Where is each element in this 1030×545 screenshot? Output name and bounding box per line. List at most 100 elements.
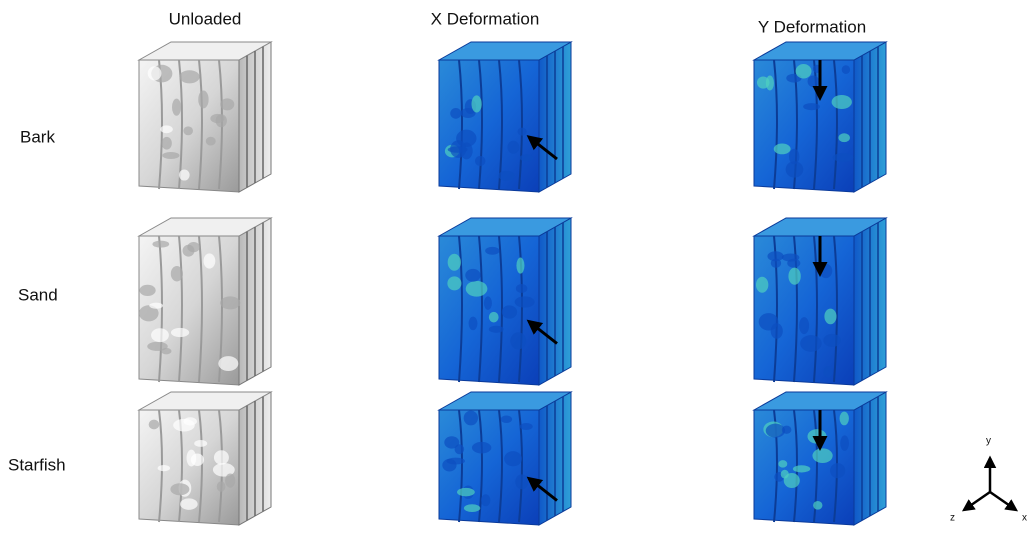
- block-face: [439, 60, 539, 192]
- surface-blob: [504, 451, 522, 466]
- surface-blob: [812, 448, 832, 463]
- surface-blob: [464, 504, 480, 512]
- surface-blob: [469, 317, 478, 331]
- surface-blob: [510, 332, 526, 349]
- surface-blob: [158, 465, 170, 471]
- surface-blob: [149, 303, 163, 309]
- surface-blob: [788, 268, 800, 285]
- surface-blob: [171, 266, 183, 281]
- surface-blob: [774, 144, 791, 155]
- surface-blob: [204, 253, 216, 268]
- surface-blob: [442, 459, 456, 472]
- surface-blob: [756, 277, 768, 293]
- surface-blob: [781, 470, 789, 479]
- surface-blob: [799, 317, 809, 334]
- surface-blob: [518, 128, 527, 136]
- surface-blob: [778, 460, 787, 467]
- surface-blob: [813, 501, 822, 510]
- surface-blob: [447, 276, 461, 290]
- surface-blob: [793, 465, 810, 472]
- surface-blob: [152, 241, 169, 248]
- surface-blob: [472, 95, 482, 112]
- surface-blob: [220, 296, 240, 309]
- surface-blob: [840, 435, 849, 450]
- surface-blob: [450, 140, 466, 158]
- surface-blob: [501, 416, 512, 423]
- surface-blob: [481, 494, 490, 506]
- surface-blob: [225, 474, 235, 488]
- surface-blob: [457, 488, 475, 496]
- surface-blob: [485, 247, 499, 255]
- surface-blob: [803, 103, 820, 110]
- surface-blob: [489, 326, 504, 333]
- surface-blob: [151, 328, 169, 342]
- specimen: [754, 392, 886, 525]
- surface-blob: [466, 281, 488, 297]
- surface-blob: [183, 245, 195, 257]
- axis-label: x: [1022, 513, 1027, 524]
- surface-blob: [139, 285, 155, 296]
- surface-blob: [170, 483, 189, 495]
- specimen: [754, 218, 886, 385]
- specimen: [439, 392, 571, 525]
- surface-blob: [830, 463, 845, 478]
- specimen: [139, 392, 271, 525]
- surface-blob: [516, 284, 527, 293]
- surface-blob: [161, 348, 171, 354]
- surface-blob: [214, 450, 229, 464]
- axis-label: y: [986, 436, 991, 447]
- surface-blob: [187, 450, 197, 467]
- surface-blob: [824, 309, 836, 325]
- surface-blob: [149, 420, 160, 430]
- surface-blob: [464, 411, 478, 426]
- surface-blob: [823, 334, 841, 347]
- page: Unloaded X Deformation Y Deformation Bar…: [0, 0, 1030, 545]
- axis-triad: y z x: [950, 436, 1027, 524]
- surface-blob: [220, 98, 234, 110]
- surface-blob: [800, 335, 822, 352]
- row-label: Bark: [20, 127, 55, 146]
- surface-blob: [767, 251, 783, 261]
- specimen: [754, 42, 886, 192]
- surface-blob: [160, 125, 173, 133]
- surface-blob: [171, 328, 189, 337]
- surface-blob: [782, 426, 792, 434]
- surface-blob: [194, 440, 207, 447]
- surface-blob: [759, 313, 779, 330]
- surface-blob: [448, 254, 461, 271]
- specimen-images: [139, 42, 886, 525]
- surface-blob: [217, 481, 226, 491]
- surface-blob: [796, 64, 812, 78]
- surface-blob: [183, 417, 196, 425]
- surface-blob: [832, 95, 852, 109]
- surface-blob: [823, 366, 833, 378]
- surface-blob: [475, 156, 485, 166]
- surface-blob: [218, 356, 238, 371]
- column-header: Unloaded: [169, 9, 242, 28]
- surface-blob: [465, 269, 480, 282]
- surface-blob: [507, 141, 519, 154]
- surface-blob: [515, 474, 528, 489]
- column-header: X Deformation: [431, 9, 540, 28]
- surface-blob: [520, 423, 533, 430]
- axis-label: z: [950, 513, 955, 524]
- surface-blob: [808, 75, 820, 87]
- surface-blob: [180, 498, 197, 510]
- axis-arrow: [990, 492, 1016, 510]
- surface-blob: [757, 77, 770, 89]
- surface-blob: [198, 91, 208, 109]
- figure: Unloaded X Deformation Y Deformation Bar…: [0, 0, 1030, 545]
- surface-blob: [206, 137, 216, 146]
- surface-blob: [210, 114, 224, 123]
- surface-blob: [179, 70, 199, 83]
- surface-blob: [782, 253, 800, 261]
- surface-blob: [789, 149, 799, 165]
- surface-blob: [148, 66, 162, 80]
- surface-blob: [162, 137, 172, 150]
- surface-blob: [515, 296, 535, 307]
- specimen: [439, 42, 571, 192]
- surface-blob: [172, 99, 181, 116]
- surface-blob: [179, 170, 190, 181]
- surface-blob: [455, 444, 465, 454]
- surface-blob: [520, 154, 534, 161]
